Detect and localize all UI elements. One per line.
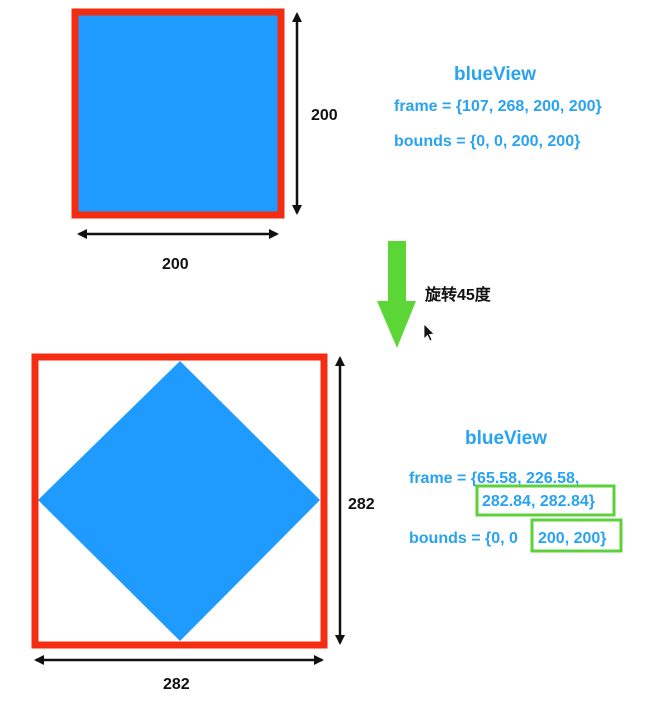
bottom-width-label: 282	[163, 676, 190, 693]
top-blue-view	[75, 12, 281, 215]
mouse-pointer-icon	[423, 323, 435, 342]
bottom-frame-line2: 282.84, 282.84}	[482, 493, 595, 510]
bottom-bounds-prefix: bounds = {0, 0	[409, 530, 518, 547]
top-frame-text: frame = {107, 268, 200, 200}	[394, 98, 602, 115]
top-view-title: blueView	[454, 64, 536, 85]
top-bounds-text: bounds = {0, 0, 200, 200}	[394, 133, 580, 150]
bottom-frame-line1: frame = {65.58, 226.58,	[409, 470, 579, 487]
top-frame-outline	[71, 8, 285, 219]
bottom-frame-outline	[31, 353, 328, 649]
arrow-down-icon	[377, 241, 416, 348]
bottom-view-title: blueView	[465, 428, 547, 449]
bottom-height-label: 282	[348, 496, 375, 513]
rotate-label: 旋转45度	[424, 285, 492, 304]
bounds-size-highlight-box	[530, 518, 623, 553]
rotated-blue-view	[38, 361, 320, 641]
top-width-label: 200	[162, 256, 189, 273]
bottom-bounds-highlight: 200, 200}	[538, 530, 607, 547]
top-height-label: 200	[311, 107, 338, 124]
frame-size-highlight-box	[475, 484, 616, 517]
